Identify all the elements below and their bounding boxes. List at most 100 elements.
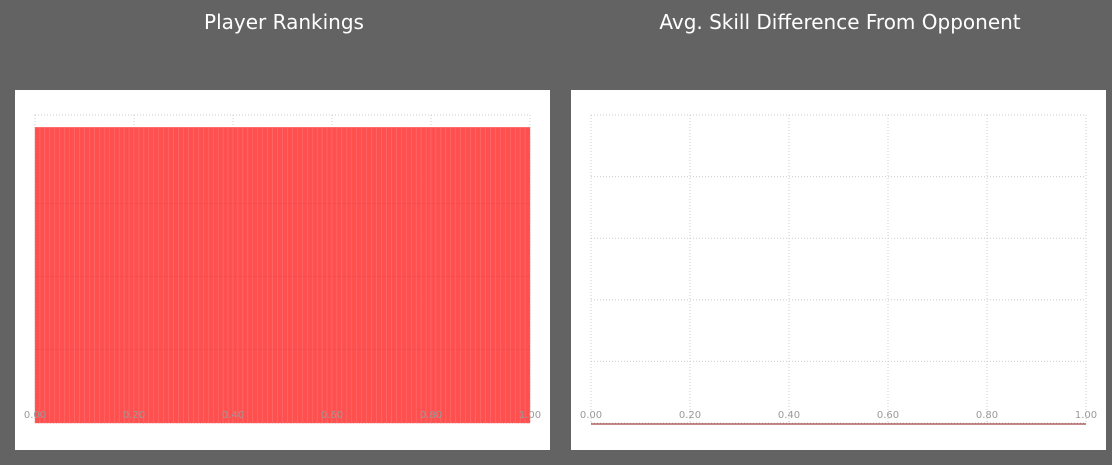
bar xyxy=(113,127,120,424)
bar xyxy=(49,127,55,424)
bar xyxy=(59,127,65,424)
bar xyxy=(208,127,214,424)
bar xyxy=(287,127,293,424)
x-tick-label: 0.80 xyxy=(420,410,442,421)
bar xyxy=(267,127,273,424)
bar xyxy=(44,127,51,424)
bar xyxy=(212,127,219,424)
bar xyxy=(143,127,150,424)
bar xyxy=(326,127,333,424)
bar xyxy=(485,127,491,424)
bar xyxy=(217,127,224,424)
x-tick-label: 0.60 xyxy=(877,410,899,421)
bar xyxy=(247,127,254,424)
bar xyxy=(460,127,466,424)
bar xyxy=(381,127,387,424)
bar xyxy=(198,127,204,424)
bar xyxy=(54,127,60,424)
player-rankings-chart-card: 0.00 0.20 0.40 0.60 0.80 1.00 xyxy=(15,90,550,450)
x-tick-label: 0.80 xyxy=(976,410,998,421)
bar xyxy=(336,127,343,424)
bar xyxy=(104,127,110,424)
bar xyxy=(193,127,199,424)
bar xyxy=(470,127,476,424)
bar xyxy=(445,127,452,424)
bar xyxy=(79,127,85,424)
avg-skill-difference-chart-card: 0.00 0.20 0.40 0.60 0.80 1.00 xyxy=(571,90,1106,450)
bar xyxy=(475,127,481,424)
x-tick-label: 0.40 xyxy=(778,410,800,421)
bar xyxy=(163,127,169,424)
bar xyxy=(99,127,105,424)
bar xyxy=(84,127,90,424)
bar xyxy=(500,127,506,424)
bar xyxy=(257,127,263,424)
bar xyxy=(203,127,209,424)
bar xyxy=(183,127,189,424)
x-tick-label: 1.00 xyxy=(1075,410,1097,421)
bar xyxy=(128,127,135,424)
bar xyxy=(415,127,422,424)
bar xyxy=(316,127,323,424)
bar xyxy=(118,127,125,424)
bar xyxy=(292,127,298,424)
bar xyxy=(480,127,486,424)
bar xyxy=(178,127,184,424)
bar xyxy=(346,127,353,424)
bar xyxy=(148,127,155,424)
bar xyxy=(361,127,367,424)
x-tick-label: 1.00 xyxy=(519,410,541,421)
bar xyxy=(312,127,318,424)
bar xyxy=(277,127,283,424)
bar xyxy=(89,127,95,424)
bar xyxy=(465,127,471,424)
bar xyxy=(341,127,348,424)
bar xyxy=(391,127,397,424)
bar xyxy=(173,127,179,424)
chart-title-avg-skill-difference: Avg. Skill Difference From Opponent xyxy=(659,10,1021,34)
bar xyxy=(39,127,46,424)
bar xyxy=(371,127,377,424)
bar xyxy=(227,127,234,424)
bar xyxy=(435,127,442,424)
bar xyxy=(430,127,437,424)
bar xyxy=(366,127,372,424)
bar xyxy=(272,127,278,424)
bar xyxy=(495,127,501,424)
x-tick-label: 0.20 xyxy=(123,410,145,421)
bar xyxy=(510,127,516,424)
x-tick-label: 0.00 xyxy=(24,410,46,421)
bar xyxy=(109,127,115,424)
bar xyxy=(133,127,140,424)
bar xyxy=(138,127,145,424)
bar xyxy=(519,127,526,424)
bar xyxy=(396,127,402,424)
bar xyxy=(351,127,357,424)
bar xyxy=(455,127,461,424)
bar xyxy=(307,127,313,424)
bar xyxy=(123,127,130,424)
bar xyxy=(153,127,159,424)
bar xyxy=(440,127,447,424)
x-tick-label: 0.40 xyxy=(222,410,244,421)
x-tick-label: 0.60 xyxy=(321,410,343,421)
x-tick-label: 0.20 xyxy=(679,410,701,421)
bar xyxy=(302,127,308,424)
chart-title-player-rankings: Player Rankings xyxy=(204,10,364,34)
bar xyxy=(376,127,382,424)
bar xyxy=(331,127,338,424)
x-tick-label: 0.00 xyxy=(580,410,602,421)
avg-skill-difference-chart: 0.00 0.20 0.40 0.60 0.80 1.00 xyxy=(580,114,1097,425)
bar xyxy=(406,127,412,424)
bar xyxy=(168,127,174,424)
bar xyxy=(386,127,392,424)
bar xyxy=(321,127,328,424)
bar xyxy=(64,127,70,424)
bar xyxy=(356,127,362,424)
bar xyxy=(297,127,303,424)
bar xyxy=(94,127,100,424)
bar xyxy=(237,127,244,424)
bar xyxy=(252,127,258,424)
bar xyxy=(420,127,427,424)
bar xyxy=(188,127,194,424)
